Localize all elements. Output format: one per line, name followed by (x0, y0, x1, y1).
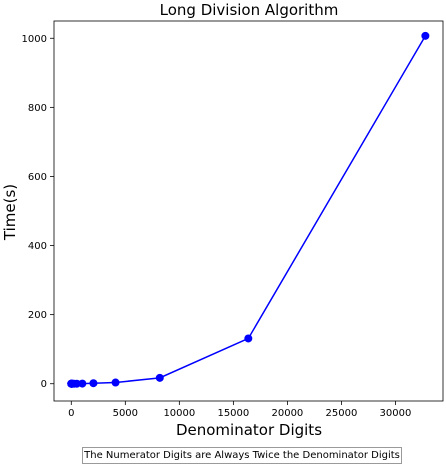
plot-border (53, 20, 444, 402)
x-tick-label: 0 (68, 408, 74, 419)
x-axis: 0 5000 10000 15000 20000 25000 30000 (68, 401, 411, 419)
y-tick-label: 400 (28, 241, 47, 252)
y-tick-label: 1000 (22, 34, 47, 45)
y-tick-label: 800 (28, 103, 47, 114)
x-tick-label: 30000 (380, 408, 412, 419)
data-point (111, 378, 120, 387)
data-point (89, 379, 98, 388)
y-tick-label: 600 (28, 172, 47, 183)
plot-frame (53, 20, 444, 402)
y-axis: 0 200 400 600 800 1000 (22, 34, 54, 390)
series-line (71, 35, 427, 385)
data-point (78, 379, 87, 388)
y-axis-label: Time(s) (1, 184, 19, 241)
x-tick-label: 5000 (113, 408, 138, 419)
y-tick-label: 200 (28, 310, 47, 321)
x-tick-label: 20000 (271, 408, 303, 419)
data-point (244, 334, 253, 343)
chart-title: Long Division Algorithm (160, 1, 339, 19)
chart-caption: The Numerator Digits are Always Twice th… (82, 447, 402, 464)
data-point (421, 31, 430, 40)
data-point (155, 373, 164, 382)
series-layer (67, 31, 430, 388)
data-point (72, 379, 81, 388)
x-tick-label: 10000 (163, 408, 195, 419)
x-axis-label: Denominator Digits (176, 421, 322, 439)
x-tick-label: 15000 (217, 408, 249, 419)
x-tick-label: 25000 (326, 408, 358, 419)
y-tick-label: 0 (41, 379, 47, 390)
